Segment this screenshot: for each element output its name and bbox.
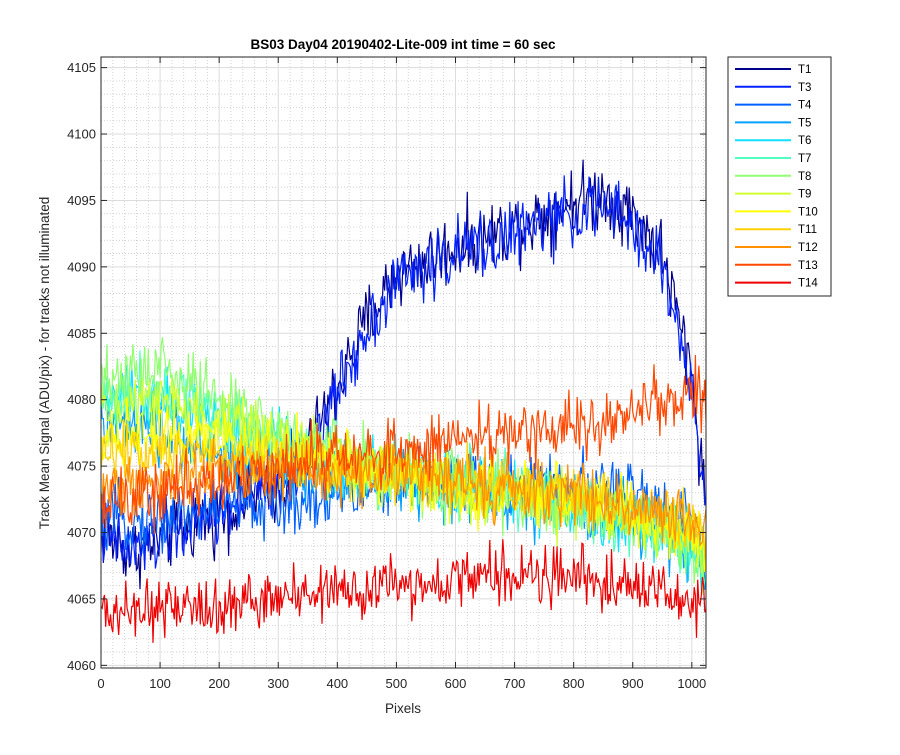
chart-title: BS03 Day04 20190402-Lite-009 int time = …: [250, 37, 556, 52]
x-tick-label: 400: [326, 676, 348, 691]
major-grid: [100, 57, 706, 668]
legend-label-t7: T7: [798, 153, 811, 165]
legend-label-t11: T11: [798, 224, 817, 236]
y-tick-label: 4095: [67, 193, 96, 208]
y-tick-label: 4065: [67, 591, 96, 606]
y-tick-label: 4085: [67, 326, 96, 341]
legend-label-t6: T6: [798, 135, 811, 147]
x-tick-label: 500: [386, 676, 408, 691]
y-tick-labels: 4060 4065 4070 4075 4080 4085 4090 4095 4100 4105: [67, 60, 96, 673]
y-tick-label: 4080: [67, 392, 96, 407]
x-axis-title: Pixels: [385, 701, 421, 716]
legend-label-t5: T5: [798, 117, 811, 129]
plot-area-border: [100, 56, 707, 669]
y-tick-label: 4075: [67, 459, 96, 474]
y-tick-label: 4100: [67, 127, 96, 142]
legend: T1 T3 T4 T5 T6 T7 T8 T9 T10 T11 T12 T13 T14: [727, 56, 832, 297]
series-line-t3: [101, 175, 706, 571]
legend-label-t12: T12: [798, 242, 818, 254]
x-tick-label: 1000: [677, 676, 706, 691]
x-tick-label: 700: [504, 676, 526, 691]
series-line-t12: [101, 438, 706, 547]
y-axis-title: Track Mean Signal (ADU/pix) - for tracks…: [37, 197, 52, 530]
series-line-t14: [101, 539, 706, 643]
x-tick-label: 300: [267, 676, 289, 691]
x-tick-label: 0: [97, 676, 104, 691]
x-tick-label: 200: [208, 676, 230, 691]
x-tick-label: 600: [445, 676, 467, 691]
legend-label-t13: T13: [798, 260, 818, 272]
legend-label-t3: T3: [798, 82, 811, 94]
legend-label-t10: T10: [798, 206, 818, 218]
legend-label-t8: T8: [798, 171, 811, 183]
x-tick-label: 800: [563, 676, 585, 691]
axis-ticks: [100, 57, 706, 668]
y-tick-label: 4060: [67, 658, 96, 673]
series-layer: [101, 159, 706, 643]
y-tick-label: 4090: [67, 259, 96, 274]
x-tick-label: 900: [622, 676, 644, 691]
y-tick-label: 4105: [67, 60, 96, 75]
x-tick-label: 100: [149, 676, 171, 691]
legend-items: T1 T3 T4 T5 T6 T7 T8 T9 T10 T11 T12 T13 T14: [735, 64, 818, 290]
legend-label-t9: T9: [798, 189, 811, 201]
y-tick-label: 4070: [67, 525, 96, 540]
legend-label-t14: T14: [798, 278, 818, 290]
legend-label-t1: T1: [798, 64, 811, 76]
minor-grid: [101, 57, 706, 668]
legend-label-t4: T4: [798, 100, 812, 112]
x-tick-labels: 0 100 200 300 400 500 600 700 800 900 1000: [97, 676, 706, 691]
series-line-t13: [101, 354, 706, 535]
